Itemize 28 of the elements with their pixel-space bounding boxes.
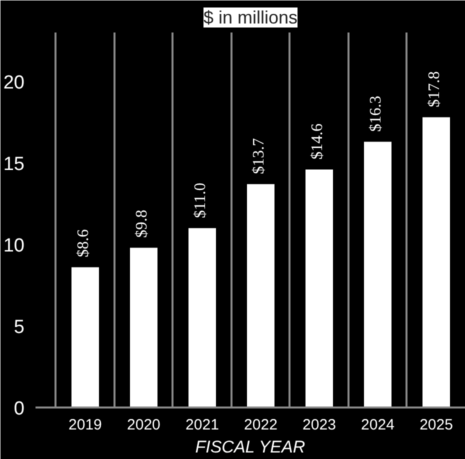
bar <box>364 142 392 408</box>
data-label: $8.6 <box>75 229 92 258</box>
bar <box>188 228 216 408</box>
x-tick-label: 2020 <box>127 416 160 434</box>
x-axis-title: FISCAL YEAR <box>195 438 306 456</box>
x-tick-label: 2022 <box>244 416 278 434</box>
data-label: $11.0 <box>192 182 210 218</box>
x-tick-label: 2019 <box>68 416 102 434</box>
bar <box>246 184 274 408</box>
data-label: $16.3 <box>368 96 385 132</box>
data-label: $9.8 <box>134 210 151 238</box>
x-tick-label: 2021 <box>186 416 219 434</box>
y-tick-label: 20 <box>3 72 25 94</box>
y-tick-label: 15 <box>3 154 25 175</box>
data-label: $14.6 <box>309 123 326 160</box>
y-tick-label: 10 <box>3 235 25 256</box>
data-label: $13.7 <box>250 138 268 174</box>
chart-title: $ in millions <box>203 8 298 28</box>
bar <box>305 169 333 408</box>
y-tick-label: 0 <box>14 398 25 420</box>
x-tick-label: 2023 <box>302 416 336 434</box>
data-label: $17.8 <box>426 71 444 108</box>
bar <box>130 248 158 408</box>
bar <box>71 267 99 408</box>
x-tick-label: 2024 <box>361 416 394 434</box>
x-tick-label: 2025 <box>420 416 453 434</box>
y-tick-label: 5 <box>14 316 25 338</box>
bar <box>422 117 450 408</box>
